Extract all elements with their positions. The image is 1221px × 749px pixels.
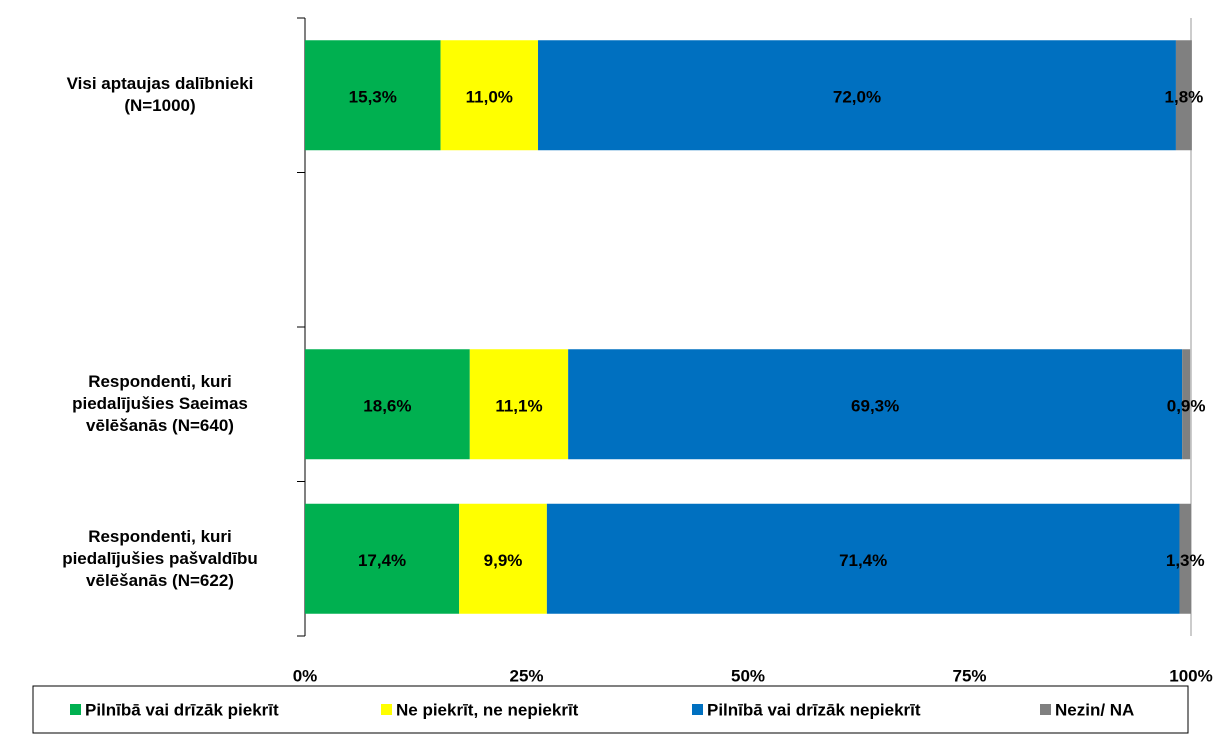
data-label: 71,4% [839,551,887,570]
bar-segment [1179,503,1191,614]
data-label: 1,3% [1166,551,1205,570]
legend-label: Nezin/ NA [1055,700,1134,719]
bar-segment [568,349,1183,460]
data-label: 9,9% [484,551,523,570]
bar-segment [1175,40,1192,151]
legend-label: Pilnībā vai drīzāk piekrīt [85,700,279,719]
bar-segment [538,40,1176,151]
legend-swatch [692,704,703,715]
legend-swatch [381,704,392,715]
legend-box [32,685,1189,734]
data-label: 1,8% [1165,88,1204,107]
bar-segment [469,349,569,460]
bar-segment [305,503,460,614]
bar-segment [440,40,539,151]
legend-swatch [1040,704,1051,715]
bar-segment [459,503,547,614]
data-label: 15,3% [349,88,397,107]
data-label: 11,1% [495,397,542,416]
legend-label: Pilnībā vai drīzāk nepiekrīt [707,700,921,719]
x-tick-label: 75% [952,666,986,685]
bar-segment [1182,349,1191,460]
data-label: 72,0% [833,88,881,107]
data-label: 17,4% [358,551,406,570]
category-label: Respondenti, kuri piedalījušies pašvaldī… [62,526,258,590]
bar-segment [305,40,441,151]
x-tick-label: 0% [293,666,318,685]
category-label: Respondenti, kuri piedalījušies Saeimas … [72,372,248,436]
category-label: Visi aptaujas dalībnieki (N=1000) [66,74,254,116]
bar-segment [305,349,470,460]
x-tick-label: 50% [731,666,765,685]
data-label: 18,6% [363,397,411,416]
legend-swatch [70,704,81,715]
data-label: 0,9% [1167,397,1206,416]
x-tick-label: 25% [509,666,543,685]
bar-segment [546,503,1180,614]
data-label: 11,0% [466,88,513,107]
data-label: 69,3% [851,397,899,416]
legend-label: Ne piekrīt, ne nepiekrīt [396,700,579,719]
x-tick-label: 100% [1169,666,1212,685]
